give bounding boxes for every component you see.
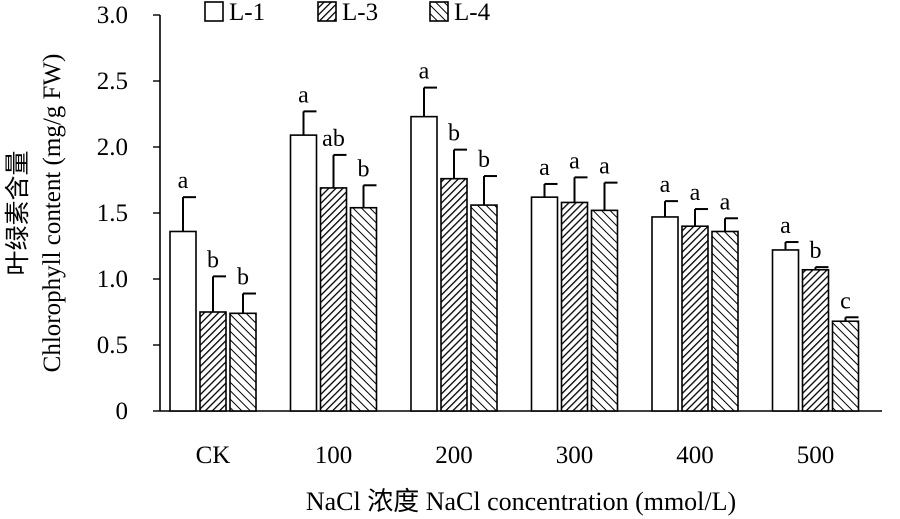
significance-letter: ab (322, 126, 345, 152)
x-tick-label: 100 (315, 442, 353, 469)
legend-label: L-4 (454, 0, 491, 26)
significance-letter: b (237, 265, 249, 291)
y-tick-label: 3.0 (97, 2, 128, 29)
x-tick-label: 300 (556, 442, 594, 469)
x-axis-ticks: CK 100 200 300 400 500 (196, 442, 835, 469)
significance-letter: b (207, 247, 219, 273)
bar-l-4-400 (711, 230, 739, 412)
significance-letter: b (448, 121, 460, 147)
significance-letter: a (660, 172, 671, 198)
x-tick-label: 500 (797, 442, 835, 469)
legend-swatch (317, 1, 337, 22)
bar-l-4-500 (831, 320, 860, 412)
bar-l-3-100 (319, 187, 348, 412)
bar-l-3-ck (199, 311, 227, 412)
y-axis-title-cn: 叶绿素含量 (4, 150, 32, 275)
significance-letter: a (720, 189, 731, 215)
bar-l-1-500 (771, 249, 800, 412)
bar-l-3-200 (440, 177, 468, 412)
significance-letter: c (840, 288, 851, 314)
bar-l-3-500 (801, 268, 830, 412)
bar-l-1-100 (289, 134, 318, 412)
significance-letter: b (478, 147, 490, 173)
significance-letter: a (298, 82, 309, 108)
legend-swatch (429, 1, 449, 22)
significance-letter: a (419, 59, 430, 85)
bar-l-3-300 (560, 201, 589, 412)
x-tick-label: CK (196, 442, 231, 469)
y-tick-label: 1.5 (97, 200, 128, 227)
bar-l-1-400 (651, 216, 679, 412)
significance-letter: b (810, 238, 822, 264)
y-tick-label: 0 (116, 398, 129, 425)
significance-letter: a (780, 213, 791, 239)
bar-l-3-400 (681, 225, 709, 412)
bar-l-1-300 (530, 196, 559, 412)
y-tick-label: 2.0 (97, 134, 128, 161)
legend: L-1 L-3 L-4 (204, 0, 491, 26)
significance-letter: a (599, 154, 610, 180)
bar-series (169, 115, 860, 412)
y-tick-label: 0.5 (97, 332, 128, 359)
significance-letter: a (690, 180, 701, 206)
legend-swatch (204, 1, 224, 22)
x-tick-label: 200 (435, 442, 473, 469)
x-axis-title: NaCl 浓度 NaCl concentration (mmol/L) (306, 487, 736, 516)
y-tick-label: 1.0 (97, 266, 128, 293)
significance-letter: a (178, 168, 189, 194)
bar-l-4-300 (590, 209, 619, 412)
y-tick-label: 2.5 (97, 68, 128, 95)
y-axis-title-en: Chlorophyll content (mg/g FW) (39, 54, 66, 373)
legend-label: L-3 (342, 0, 378, 26)
significance-letter: a (539, 155, 550, 181)
x-tick-label: 400 (676, 442, 714, 469)
bar-l-4-100 (349, 206, 378, 412)
significance-letter: a (569, 148, 580, 174)
bar-l-1-ck (169, 230, 197, 412)
y-axis-ticks: 0 0.5 1.0 1.5 2.0 2.5 3.0 (97, 2, 160, 425)
bar-l-4-ck (229, 312, 257, 412)
bar-l-4-200 (470, 204, 498, 412)
significance-letter: b (358, 156, 370, 182)
legend-label: L-1 (229, 0, 265, 26)
error-bars (182, 86, 859, 322)
bar-l-1-200 (410, 115, 438, 412)
